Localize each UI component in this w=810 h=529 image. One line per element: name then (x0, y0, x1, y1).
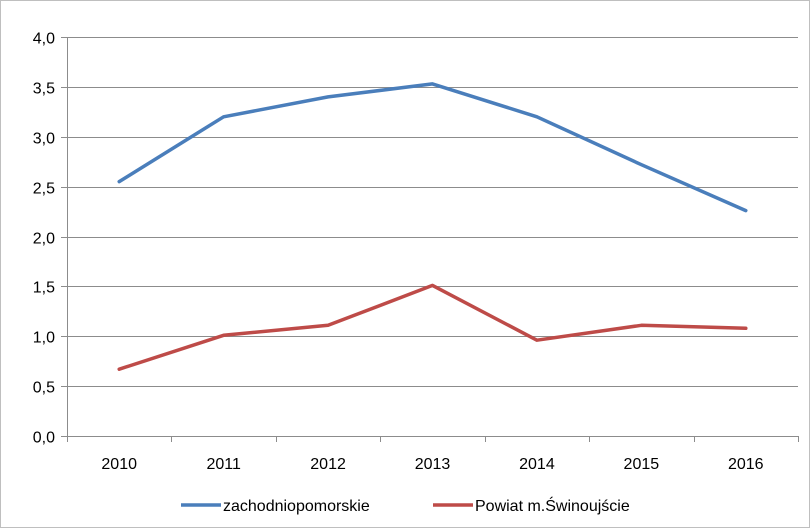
y-tick-label: 2,5 (33, 181, 55, 198)
y-tick-label: 0,5 (33, 380, 55, 397)
x-tick-label: 2012 (310, 456, 346, 473)
legend-label: zachodniopomorskie (223, 498, 370, 515)
x-tick-label: 2011 (206, 456, 241, 473)
y-tick-label: 0,0 (33, 430, 55, 447)
y-tick-label: 4,0 (33, 31, 55, 48)
x-axis-tick-labels: 2010 2011 2012 2013 2014 2015 2016 (101, 456, 763, 473)
y-tick-label: 3,5 (33, 81, 55, 98)
axes (67, 37, 799, 442)
x-tick-label: 2015 (624, 456, 660, 473)
x-tick-label: 2014 (519, 456, 555, 473)
x-tick-label: 2010 (101, 456, 137, 473)
y-tick-label: 3,0 (33, 131, 55, 148)
legend-label: Powiat m.Świnoujście (475, 496, 630, 515)
series-line (117, 283, 748, 371)
x-tick-label: 2013 (415, 456, 451, 473)
series-line (117, 82, 748, 213)
y-axis-tick-labels: 0,0 0,5 1,0 1,5 2,0 2,5 3,0 3,5 4,0 (33, 31, 55, 447)
legend: zachodniopomorskie Powiat m.Świnoujście (181, 496, 630, 515)
grid-lines (61, 37, 798, 437)
x-tick-label: 2016 (728, 456, 764, 473)
y-tick-label: 1,5 (33, 280, 55, 297)
y-tick-label: 1,0 (33, 330, 55, 347)
y-tick-label: 2,0 (33, 231, 55, 248)
series-lines (117, 82, 748, 371)
